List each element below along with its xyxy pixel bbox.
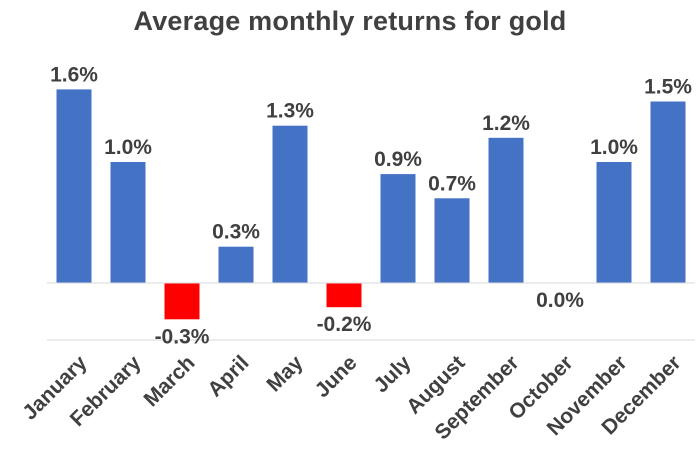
bar-july (380, 174, 416, 283)
data-labels-group: 1.6% 1.0% -0.3% 0.3% 1.3% -0.2% 0.9% 0.7% 1.2% 0.… (50, 63, 692, 348)
bar-april (218, 246, 254, 283)
bar-september (488, 137, 524, 283)
tick-label-march: March (140, 351, 200, 411)
tick-label-april: April (203, 351, 253, 401)
data-label-march: -0.3% (155, 325, 210, 348)
bar-march (164, 283, 200, 320)
tick-label-july: July (370, 351, 416, 397)
tick-label-june: June (311, 351, 362, 402)
data-label-january: 1.6% (50, 63, 98, 86)
bar-november (596, 162, 632, 283)
chart-title: Average monthly returns for gold (133, 6, 567, 36)
data-label-december: 1.5% (644, 76, 692, 99)
bar-february (110, 162, 146, 283)
data-label-october: 0.0% (536, 289, 584, 312)
data-label-june: -0.2% (317, 313, 372, 336)
data-label-july: 0.9% (374, 148, 422, 171)
bar-august (434, 198, 470, 283)
tick-label-may: May (262, 351, 307, 396)
data-label-february: 1.0% (104, 136, 152, 159)
bar-january (56, 89, 92, 284)
data-label-september: 1.2% (482, 112, 530, 135)
data-label-november: 1.0% (590, 136, 638, 159)
data-label-august: 0.7% (428, 172, 476, 195)
bar-june (326, 283, 362, 308)
data-label-april: 0.3% (212, 221, 260, 244)
bars-group (56, 89, 686, 320)
bar-may (272, 125, 308, 283)
bar-december (650, 101, 686, 283)
data-label-may: 1.3% (266, 100, 314, 123)
